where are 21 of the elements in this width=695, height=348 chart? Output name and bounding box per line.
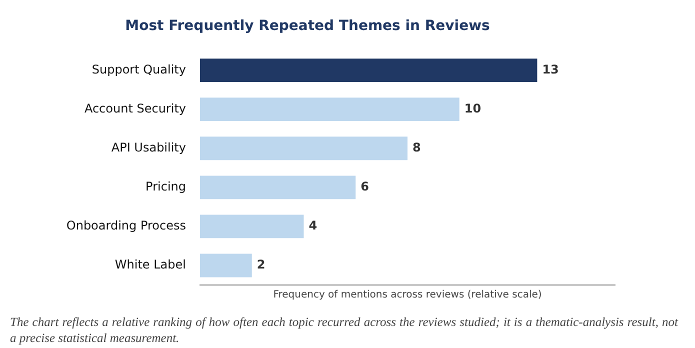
y-tick-label: White Label — [114, 258, 186, 272]
data-label: 4 — [308, 218, 318, 233]
y-tick-label: Support Quality — [92, 62, 186, 76]
y-tick-label: API Usability — [111, 140, 186, 155]
data-label: 8 — [412, 140, 421, 155]
y-tick-label: Account Security — [84, 101, 186, 116]
bar — [200, 98, 460, 122]
bar — [200, 58, 538, 82]
data-label: 2 — [256, 258, 266, 272]
data-label: 10 — [464, 101, 482, 116]
bar — [200, 254, 252, 278]
y-tick-label: Pricing — [146, 180, 186, 194]
text: The chart reflects a relative ranking of how often each topic recurred across the reviews studied; it is a thematic-analysis result, not a precise statistical measurement. — [10, 314, 678, 346]
bar — [200, 176, 356, 200]
x-axis-title: Frequency of mentions across reviews (relative scale) — [273, 290, 542, 301]
data-label: 6 — [360, 180, 369, 194]
data-label: 13 — [542, 62, 559, 76]
y-tick-label: Onboarding Process — [66, 218, 186, 233]
bar — [200, 136, 408, 160]
bar — [200, 214, 304, 238]
chart-title: Most Frequently Repeated Themes in Reviews — [125, 18, 490, 34]
